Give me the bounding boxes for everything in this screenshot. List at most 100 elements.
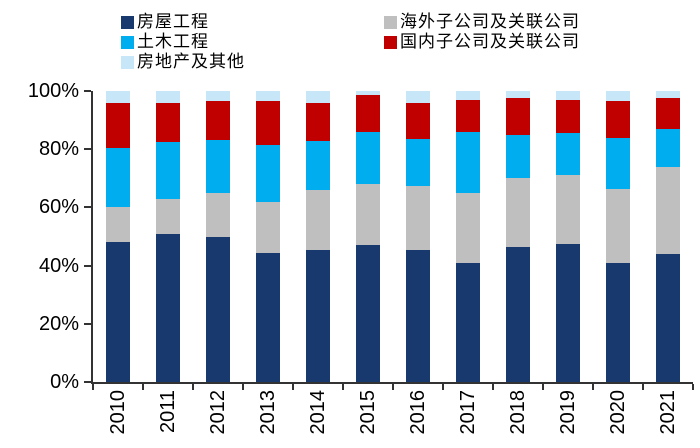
bar-segment xyxy=(456,192,480,263)
bar-segment xyxy=(606,262,630,382)
y-axis-tick-label: 0% xyxy=(50,371,79,393)
x-axis-label: 2016 xyxy=(407,390,429,435)
bar-segment xyxy=(306,249,330,382)
x-axis-tick xyxy=(692,384,694,390)
y-axis-tick-label: 80% xyxy=(38,138,79,161)
x-axis-label: 2010 xyxy=(107,390,129,435)
legend-label: 土木工程 xyxy=(137,32,209,51)
x-axis-label-box: 2018 xyxy=(506,390,530,442)
bar-segment xyxy=(456,91,480,100)
y-axis-tick xyxy=(84,206,91,209)
bar-segment xyxy=(606,188,630,263)
x-axis-tick xyxy=(642,384,644,390)
legend-label: 海外子公司及关联公司 xyxy=(400,12,580,31)
bar-segment xyxy=(456,131,480,193)
bar-segment xyxy=(206,236,230,382)
x-axis-tick xyxy=(92,384,94,390)
bar-column-2010 xyxy=(106,91,130,382)
legend-item-domestic-subsidiaries: 国内子公司及关联公司 xyxy=(384,32,580,52)
y-axis-tick xyxy=(84,264,91,267)
legend-swatch-icon xyxy=(384,35,397,49)
bar-segment xyxy=(156,233,180,382)
bar-segment xyxy=(506,246,530,382)
bar-segment xyxy=(406,102,430,140)
y-axis-tick-label: 40% xyxy=(38,254,79,277)
x-axis-tick xyxy=(492,384,494,390)
bar-segment xyxy=(156,91,180,103)
bar-segment xyxy=(256,201,280,253)
bar-segment xyxy=(156,141,180,199)
bar-segment xyxy=(656,253,680,382)
legend-label: 国内子公司及关联公司 xyxy=(400,32,580,51)
x-axis-label: 2014 xyxy=(307,390,329,435)
x-axis-tick xyxy=(292,384,294,390)
legend-swatch-icon xyxy=(121,35,134,49)
legend-item-civil-engineering: 土木工程 xyxy=(121,32,245,52)
bar-segment xyxy=(106,242,130,382)
bar-segment xyxy=(506,98,530,135)
bar-segment xyxy=(406,139,430,186)
y-axis-tick-label: 100% xyxy=(27,80,79,102)
y-axis-tick-label: 60% xyxy=(38,196,79,219)
x-axis-label: 2013 xyxy=(257,390,279,435)
plot-area: 0% 20% 40% 60% 80% 100% 2010 2011 2012 2013 2014 20… xyxy=(28,80,694,435)
bar-segment xyxy=(506,134,530,179)
bar-column-2014 xyxy=(306,91,330,382)
x-axis-tick xyxy=(142,384,144,390)
bar-segment xyxy=(206,91,230,102)
x-axis-label-box: 2010 xyxy=(106,390,130,442)
legend-swatch-icon xyxy=(384,15,397,29)
x-axis-tick xyxy=(242,384,244,390)
bar-column-2012 xyxy=(206,91,230,382)
bar-segment xyxy=(606,91,630,102)
legend-item-housing-engineering: 房屋工程 xyxy=(121,12,245,32)
x-axis-label-box: 2011 xyxy=(156,390,180,442)
bar-segment xyxy=(206,192,230,237)
bar-segment xyxy=(656,91,680,99)
bar-segment xyxy=(306,140,330,190)
bar-segment xyxy=(506,91,530,99)
bar-segment xyxy=(556,99,580,134)
x-axis-label: 2012 xyxy=(207,390,229,435)
bar-segment xyxy=(306,91,330,103)
x-axis-label-box: 2021 xyxy=(656,390,680,442)
x-axis-tick xyxy=(392,384,394,390)
x-axis-label: 2017 xyxy=(457,390,479,435)
bar-segment xyxy=(106,91,130,103)
x-axis-label-box: 2016 xyxy=(406,390,430,442)
x-axis-tick xyxy=(442,384,444,390)
bar-segment xyxy=(356,95,380,132)
bar-column-2017 xyxy=(456,91,480,382)
bar-segment xyxy=(656,166,680,254)
x-axis-label: 2019 xyxy=(557,390,579,435)
bar-segment xyxy=(256,144,280,202)
legend-column-right: 海外子公司及关联公司 国内子公司及关联公司 xyxy=(384,12,580,52)
bar-segment xyxy=(106,147,130,208)
bar-segment xyxy=(106,207,130,243)
x-axis-label-box: 2015 xyxy=(356,390,380,442)
bar-segment xyxy=(356,91,380,96)
y-axis-tick xyxy=(84,90,91,92)
x-axis-tick xyxy=(192,384,194,390)
bar-segment xyxy=(606,101,630,138)
bar-segment xyxy=(406,249,430,382)
bar-column-2016 xyxy=(406,91,430,382)
bar-column-2011 xyxy=(156,91,180,382)
x-axis-label: 2020 xyxy=(607,390,629,435)
bar-segment xyxy=(206,140,230,193)
bar-segment xyxy=(656,128,680,167)
bar-segment xyxy=(506,178,530,247)
bar-segment xyxy=(406,185,430,250)
x-axis-label-box: 2019 xyxy=(556,390,580,442)
bar-segment xyxy=(456,262,480,382)
bar-segment xyxy=(256,101,280,145)
bar-segment xyxy=(556,133,580,176)
bar-segment xyxy=(306,102,330,141)
x-axis-tick xyxy=(592,384,594,390)
bar-segment xyxy=(556,243,580,382)
bar-segment xyxy=(106,102,130,148)
bar-segment xyxy=(306,189,330,250)
bar-segment xyxy=(456,99,480,132)
bar-column-2015 xyxy=(356,91,380,382)
